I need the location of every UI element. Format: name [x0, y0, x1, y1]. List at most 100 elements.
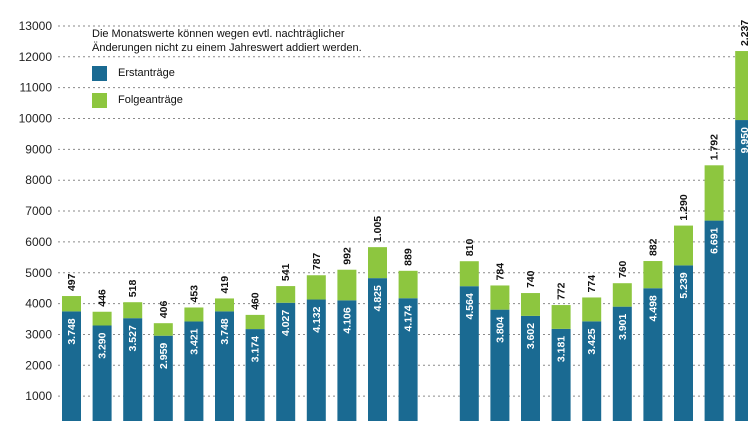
- y-tick-label-6000: 6000: [25, 235, 52, 249]
- data-label-erstantraege-20: 5.239: [678, 272, 690, 298]
- bar-folgeantraege-3: [153, 323, 173, 336]
- data-label-folgeantraege-8: 787: [311, 253, 323, 271]
- data-label-erstantraege-4: 3.421: [188, 328, 200, 354]
- legend-label-erstantraege: Erstanträge: [118, 67, 175, 79]
- y-tick-label-4000: 4000: [25, 297, 52, 311]
- chart-note: Die Monatswerte können wegen evtl. nacht…: [92, 27, 392, 55]
- data-label-erstantraege-15: 3.602: [525, 323, 537, 349]
- data-label-erstantraege-17: 3.425: [586, 328, 598, 354]
- data-label-folgeantraege-0: 497: [66, 273, 78, 291]
- data-label-erstantraege-19: 4.498: [647, 295, 659, 321]
- y-tick-label-12000: 12000: [19, 50, 53, 64]
- bar-erstantraege-9: [337, 300, 357, 421]
- bar-folgeantraege-13: [459, 261, 479, 287]
- bar-folgeantraege-6: [245, 314, 265, 330]
- data-label-erstantraege-13: 4.564: [464, 293, 476, 319]
- bar-erstantraege-14: [490, 309, 510, 421]
- data-label-erstantraege-2: 3.527: [127, 325, 139, 351]
- y-tick-label-2000: 2000: [25, 358, 52, 372]
- bar-folgeantraege-22: [735, 51, 748, 121]
- bar-folgeantraege-4: [184, 307, 204, 322]
- data-label-folgeantraege-7: 541: [280, 263, 292, 281]
- data-label-folgeantraege-4: 453: [188, 285, 200, 303]
- bar-erstantraege-7: [276, 302, 296, 421]
- data-label-folgeantraege-9: 992: [341, 247, 353, 265]
- bar-folgeantraege-16: [551, 305, 571, 329]
- bar-erstantraege-3: [153, 335, 173, 421]
- bar-erstantraege-11: [398, 298, 418, 421]
- bar-folgeantraege-10: [368, 247, 387, 279]
- data-label-erstantraege-10: 4.825: [372, 285, 384, 311]
- bar-erstantraege-20: [674, 265, 693, 421]
- data-label-erstantraege-5: 3.748: [219, 318, 231, 344]
- bar-folgeantraege-8: [306, 275, 326, 300]
- legend-swatch-erstantraege: [92, 66, 107, 81]
- bar-erstantraege-1: [92, 325, 112, 421]
- data-label-folgeantraege-1: 446: [97, 289, 109, 307]
- chart-note-line-2: Änderungen nicht zu einem Jahreswert add…: [92, 42, 362, 54]
- data-label-folgeantraege-21: 1.792: [709, 134, 721, 160]
- bar-erstantraege-21: [704, 220, 724, 421]
- bar-folgeantraege-11: [398, 270, 418, 299]
- bar-erstantraege-10: [368, 278, 387, 421]
- data-label-erstantraege-8: 4.132: [311, 306, 323, 332]
- data-label-folgeantraege-16: 772: [556, 282, 568, 300]
- data-label-erstantraege-21: 6.691: [709, 227, 721, 253]
- bar-erstantraege-8: [306, 299, 326, 421]
- y-tick-label-8000: 8000: [25, 173, 52, 187]
- data-label-erstantraege-6: 3.174: [250, 336, 262, 362]
- bar-folgeantraege-18: [612, 283, 632, 307]
- data-label-erstantraege-1: 3.290: [97, 332, 109, 358]
- data-label-folgeantraege-18: 760: [617, 261, 629, 279]
- y-tick-label-13000: 13000: [19, 19, 53, 33]
- bar-erstantraege-15: [521, 315, 540, 421]
- bar-erstantraege-2: [123, 318, 143, 421]
- bar-erstantraege-19: [643, 288, 663, 421]
- bar-erstantraege-0: [62, 311, 81, 421]
- bar-erstantraege-5: [215, 311, 234, 421]
- bar-folgeantraege-7: [276, 286, 296, 303]
- bar-erstantraege-22: [735, 120, 748, 421]
- bar-folgeantraege-15: [521, 293, 540, 316]
- bar-erstantraege-6: [245, 329, 265, 421]
- data-label-erstantraege-14: 3.804: [494, 316, 506, 342]
- data-label-erstantraege-9: 4.106: [341, 307, 353, 333]
- data-label-folgeantraege-19: 882: [647, 238, 659, 256]
- bar-folgeantraege-9: [337, 269, 357, 301]
- bar-folgeantraege-21: [704, 165, 724, 221]
- data-label-erstantraege-16: 3.181: [556, 336, 568, 362]
- data-label-erstantraege-11: 4.174: [403, 305, 415, 331]
- data-label-folgeantraege-13: 810: [464, 239, 476, 257]
- data-label-folgeantraege-15: 740: [525, 270, 537, 288]
- bar-erstantraege-16: [551, 328, 571, 421]
- y-tick-label-3000: 3000: [25, 327, 52, 341]
- bar-erstantraege-13: [459, 286, 479, 421]
- data-label-erstantraege-3: 2.959: [158, 343, 170, 369]
- bar-erstantraege-18: [612, 306, 632, 421]
- data-label-erstantraege-18: 3.901: [617, 313, 629, 339]
- bar-folgeantraege-1: [92, 311, 112, 326]
- data-label-folgeantraege-3: 406: [158, 301, 170, 319]
- y-tick-label-7000: 7000: [25, 204, 52, 218]
- data-label-erstantraege-7: 4.027: [280, 310, 292, 336]
- bar-folgeantraege-14: [490, 285, 510, 310]
- data-label-folgeantraege-5: 419: [219, 276, 231, 294]
- bar-erstantraege-4: [184, 321, 204, 421]
- bar-erstantraege-17: [582, 321, 602, 421]
- data-label-folgeantraege-14: 784: [494, 263, 506, 281]
- data-label-erstantraege-22: 9.950: [739, 127, 748, 153]
- data-label-folgeantraege-22: 2.237: [739, 20, 748, 46]
- legend-swatch-folgeantraege: [92, 93, 107, 108]
- data-label-folgeantraege-6: 460: [250, 292, 262, 310]
- bar-folgeantraege-17: [582, 297, 602, 322]
- bar-folgeantraege-20: [674, 225, 693, 266]
- bar-folgeantraege-5: [215, 298, 234, 312]
- data-label-folgeantraege-11: 889: [403, 248, 415, 266]
- chart-note-line-1: Die Monatswerte können wegen evtl. nacht…: [92, 28, 345, 40]
- data-label-erstantraege-0: 3.748: [66, 318, 78, 344]
- bar-folgeantraege-2: [123, 302, 143, 319]
- bar-folgeantraege-19: [643, 261, 663, 289]
- data-label-folgeantraege-20: 1.290: [678, 194, 690, 220]
- data-label-folgeantraege-10: 1.005: [372, 216, 384, 242]
